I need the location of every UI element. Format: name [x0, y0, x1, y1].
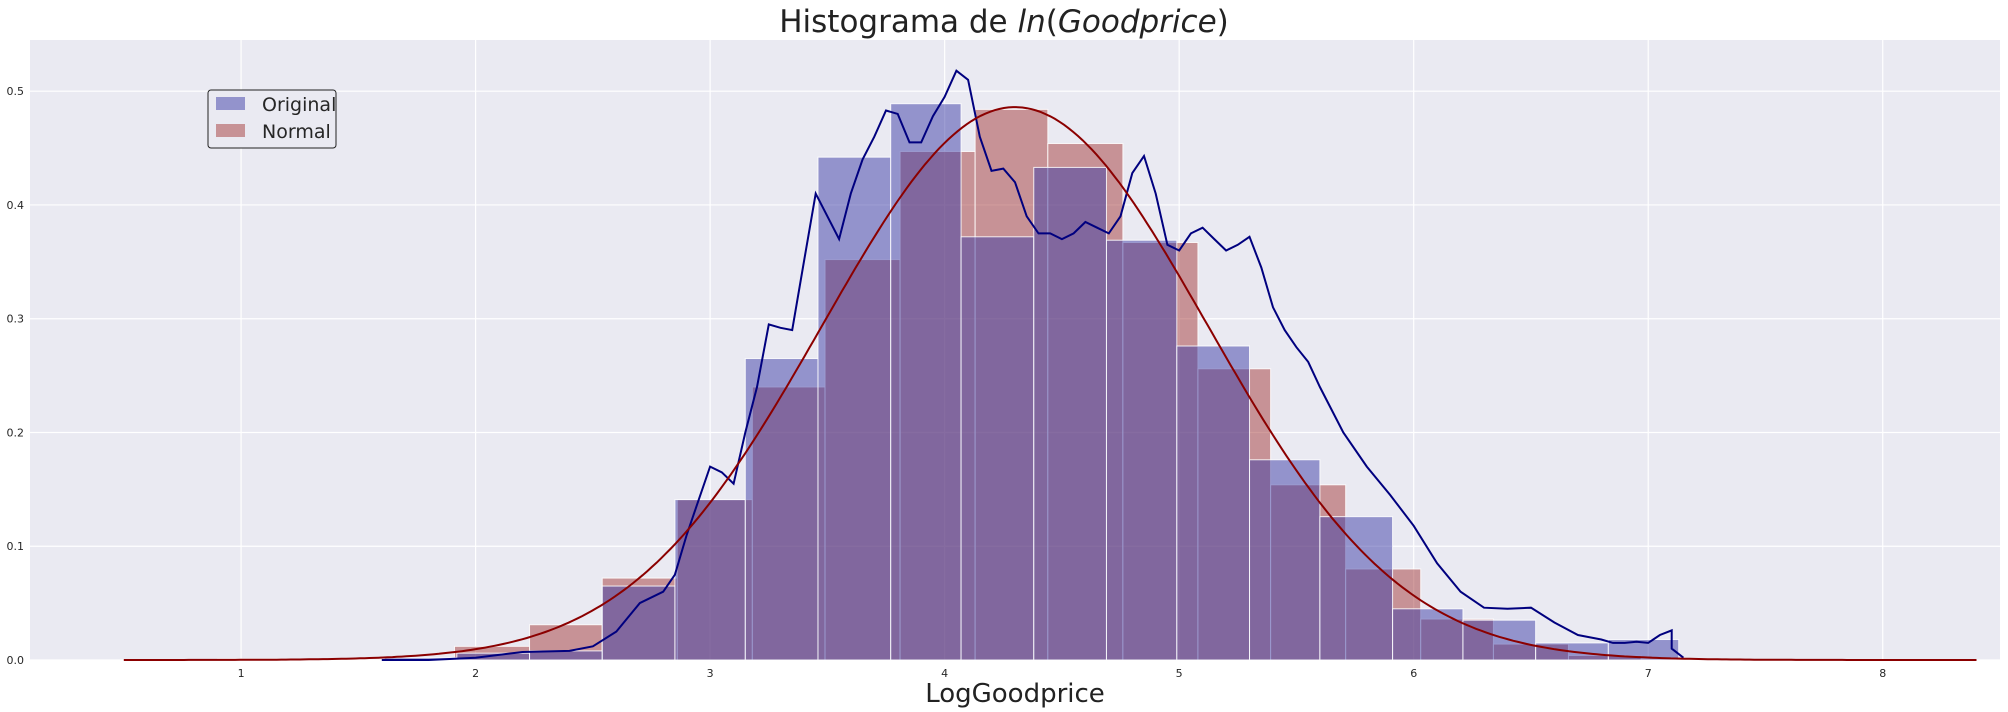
- title-var: Goodprice: [1058, 4, 1217, 40]
- histogram-bar: [1392, 608, 1464, 661]
- x-tick-label: 1: [238, 667, 245, 680]
- legend-swatch-normal: [216, 124, 245, 137]
- y-tick-label: 0.4: [7, 199, 25, 212]
- title-prefix: Histograma de: [779, 4, 1017, 40]
- x-tick-label: 5: [1176, 667, 1183, 680]
- title-close-paren: ): [1217, 4, 1229, 40]
- histogram-bar: [960, 236, 1035, 661]
- histogram-bar: [1607, 639, 1680, 661]
- x-tick-label: 4: [941, 667, 948, 680]
- kde-line-original: [381, 69, 1685, 661]
- x-axis-label: LogGoodprice: [925, 679, 1105, 709]
- axis-ticks: 1 2 3 4 5 6 7 8 0.0 0.1 0.2 0.3 0.4 0.5: [7, 85, 1887, 680]
- legend-label-original: Original: [262, 94, 336, 116]
- histogram-bar: [817, 156, 892, 661]
- y-tick-label: 0.5: [7, 85, 25, 98]
- histogram-bar: [744, 358, 819, 661]
- histogram-bar: [1176, 345, 1251, 661]
- histogram-bar: [1319, 516, 1394, 661]
- x-tick-label: 2: [472, 667, 479, 680]
- y-tick-label: 0.1: [7, 540, 25, 553]
- histogram-bar: [1462, 619, 1537, 661]
- chart-title: Histograma de ln(Goodprice): [779, 4, 1229, 40]
- y-tick-label: 0.0: [7, 654, 25, 667]
- histogram-bar: [1249, 459, 1321, 661]
- x-tick-label: 3: [707, 667, 714, 680]
- title-open-paren: (: [1046, 4, 1058, 40]
- x-tick-label: 7: [1645, 667, 1652, 680]
- kde-line-normal: [123, 106, 1977, 661]
- legend: Original Normal: [207, 89, 337, 149]
- kde-lines: [123, 69, 1977, 661]
- x-tick-label: 6: [1410, 667, 1417, 680]
- histogram-bar: [1033, 166, 1107, 661]
- histogram-bar: [1105, 239, 1178, 661]
- histogram-bar: [890, 103, 962, 661]
- legend-label-normal: Normal: [262, 121, 331, 143]
- y-tick-label: 0.3: [7, 313, 25, 326]
- x-tick-label: 8: [1879, 667, 1886, 680]
- y-tick-label: 0.2: [7, 426, 25, 439]
- original-histogram-bars: [383, 103, 1680, 661]
- title-func: ln: [1018, 4, 1046, 40]
- histogram-bar: [601, 585, 676, 661]
- histogram-bar: [674, 499, 746, 661]
- legend-swatch-original: [216, 97, 245, 110]
